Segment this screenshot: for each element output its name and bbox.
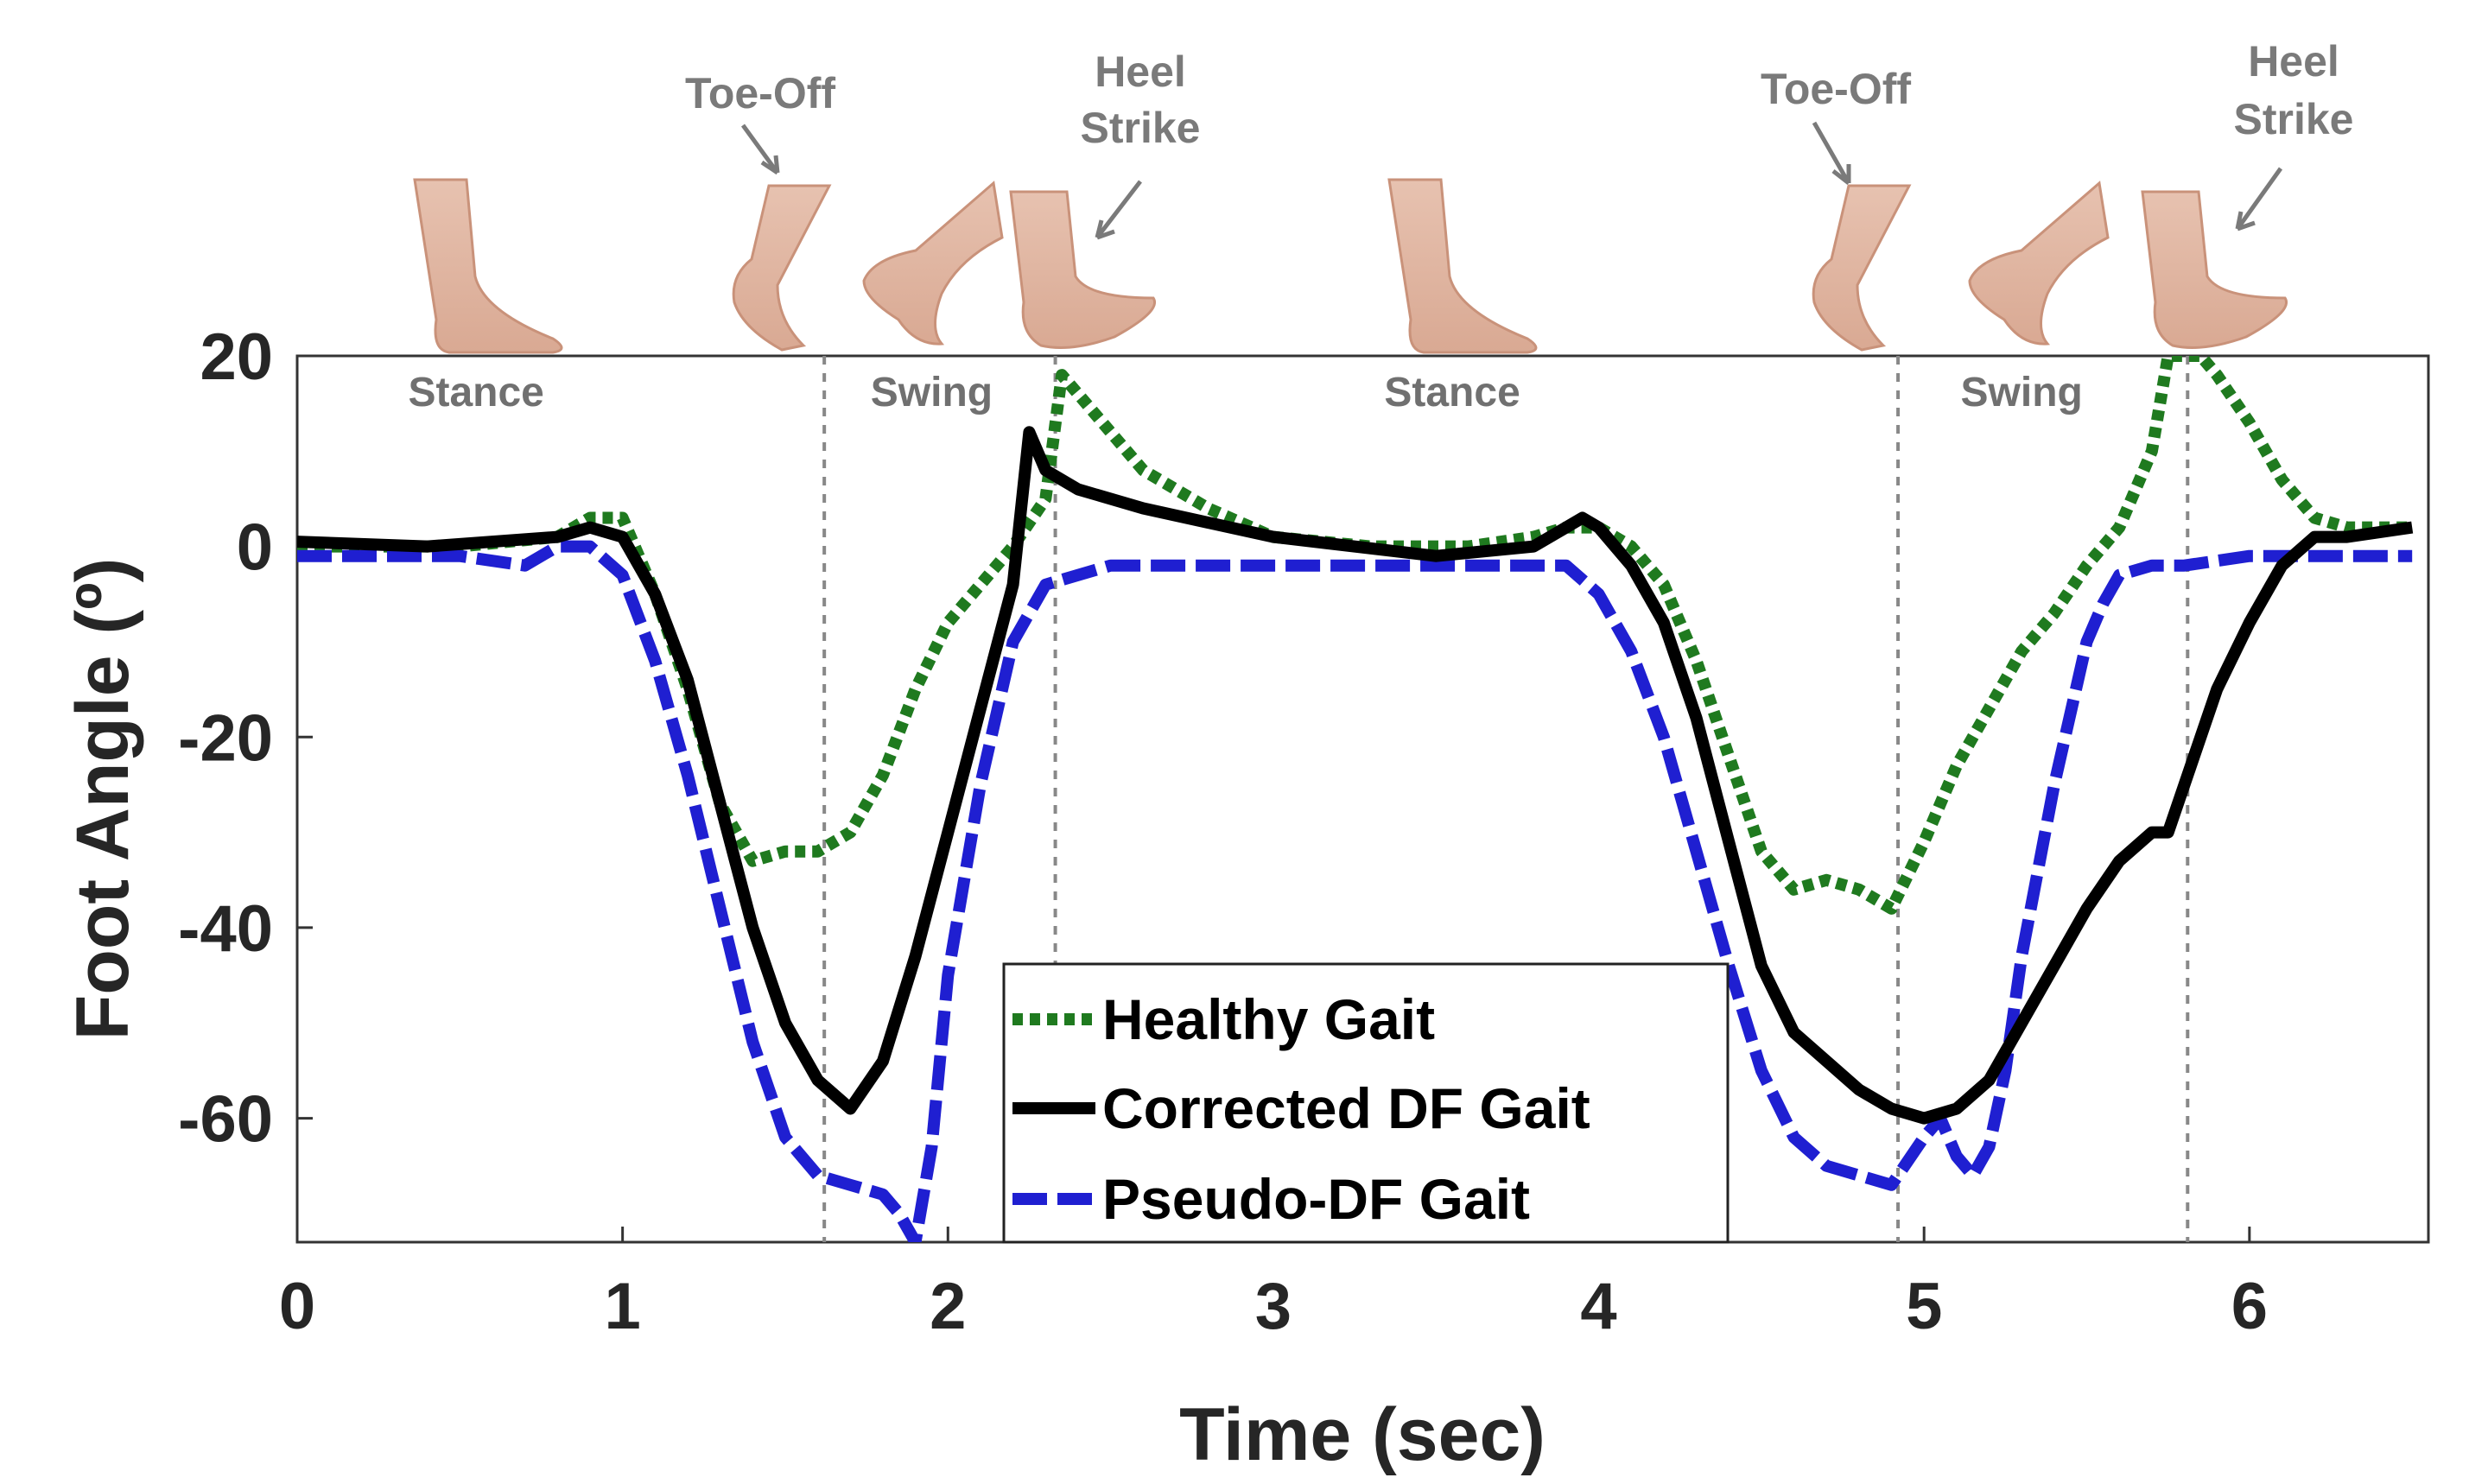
- y-axis-title: Foot Angle (º): [61, 558, 144, 1040]
- toe-off-label-2: Toe-Off: [1761, 65, 1911, 113]
- legend: Healthy Gait Corrected DF Gait Pseudo-DF…: [1002, 962, 1730, 1244]
- foot-image-heel-strike: [1009, 190, 1156, 349]
- y-tick-label: -20: [178, 701, 273, 775]
- x-tick-label: 1: [605, 1270, 641, 1343]
- heel-strike-label-1b: Strike: [1081, 104, 1201, 152]
- phase-label-stance: Stance: [408, 370, 543, 415]
- legend-label-healthy: Healthy Gait: [1102, 987, 1435, 1051]
- foot-image-toe-off: [1812, 184, 1912, 352]
- x-tick-label: 3: [1255, 1270, 1292, 1343]
- toe-off-label-1: Toe-Off: [685, 69, 835, 117]
- foot-image-stance: [413, 178, 563, 354]
- phase-labels: Stance Swing Stance Swing: [408, 370, 2082, 415]
- toe-off-arrowhead-1: [760, 155, 780, 175]
- y-tick-label: -40: [178, 892, 273, 966]
- foot-illustrations: [413, 178, 2288, 354]
- legend-box: [1002, 962, 1730, 1244]
- y-tick-label: 0: [237, 511, 273, 585]
- legend-label-corrected: Corrected DF Gait: [1102, 1076, 1590, 1140]
- axis-ticks: 0 1 2 3 4 5 6 20 0 -20 -40 -60: [178, 320, 2268, 1343]
- series-line-pseudo-df-gait: [297, 540, 2413, 1242]
- foot-image-swing: [862, 181, 1004, 346]
- x-tick-label: 2: [930, 1270, 966, 1343]
- series-line-corrected-df-gait: [297, 426, 2414, 1125]
- phase-label-stance: Stance: [1384, 370, 1520, 415]
- y-tick-label: -60: [178, 1083, 273, 1157]
- heel-strike-arrowhead-2: [2235, 211, 2256, 231]
- foot-image-toe-off: [732, 184, 832, 352]
- heel-strike-arrow-1: [1095, 180, 1142, 239]
- foot-image-swing: [1968, 181, 2110, 346]
- toe-off-arrow-1: [740, 124, 780, 174]
- x-tick-label: 5: [1906, 1270, 1942, 1343]
- phase-label-swing: Swing: [1961, 370, 2083, 415]
- y-tick-label: 20: [200, 320, 273, 394]
- x-tick-label: 6: [2231, 1270, 2268, 1343]
- heel-strike-label-2b: Strike: [2234, 95, 2354, 143]
- x-axis-title: Time (sec): [1179, 1393, 1546, 1476]
- phase-label-swing: Swing: [871, 370, 993, 415]
- toe-off-arrow-2: [1812, 121, 1851, 185]
- foot-image-heel-strike: [2141, 190, 2288, 349]
- x-tick-label: 4: [1580, 1270, 1616, 1343]
- heel-strike-label-1a: Heel: [1095, 48, 1186, 96]
- heel-strike-arrow-2: [2235, 167, 2283, 231]
- heel-strike-label-2a: Heel: [2248, 37, 2339, 86]
- toe-off-arrowhead-2: [1831, 164, 1851, 185]
- legend-label-pseudo: Pseudo-DF Gait: [1102, 1167, 1530, 1231]
- heel-strike-arrowhead-1: [1095, 219, 1115, 240]
- x-tick-label: 0: [279, 1270, 315, 1343]
- foot-image-stance: [1387, 178, 1538, 354]
- event-annotations: Toe-Off Heel Strike Toe-Off Heel Strike: [685, 37, 2354, 240]
- series-lines: [297, 356, 2414, 1242]
